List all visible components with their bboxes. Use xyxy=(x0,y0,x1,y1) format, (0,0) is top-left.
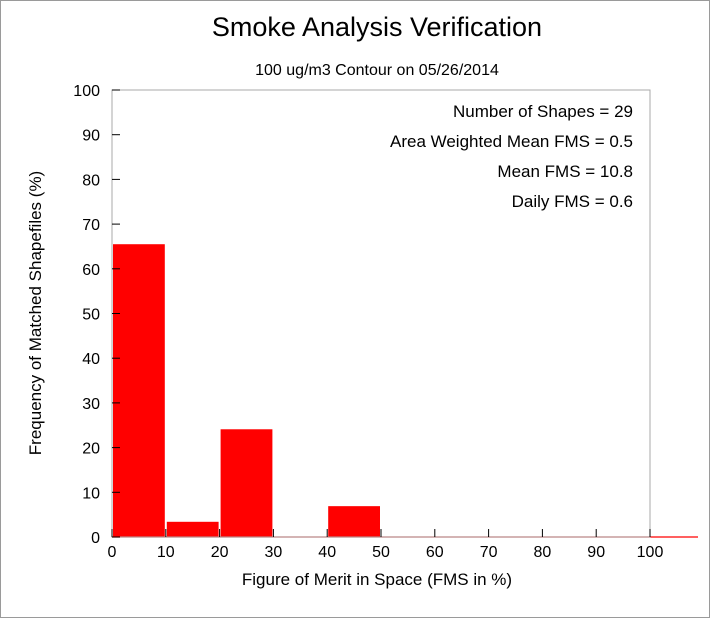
y-tick-label: 60 xyxy=(82,262,100,279)
x-tick-label: 60 xyxy=(426,544,444,561)
x-tick-label: 10 xyxy=(157,544,175,561)
y-tick-label: 100 xyxy=(73,83,100,100)
stat-annotation: Number of Shapes = 29 xyxy=(453,102,633,121)
x-tick-label: 70 xyxy=(480,544,498,561)
x-tick-label: 50 xyxy=(372,544,390,561)
y-tick-label: 0 xyxy=(91,530,100,547)
x-tick-label: 90 xyxy=(587,544,605,561)
y-tick-label: 90 xyxy=(82,128,100,145)
y-tick-label: 10 xyxy=(82,485,100,502)
x-axis-label: Figure of Merit in Space (FMS in %) xyxy=(242,570,512,589)
x-tick-label: 40 xyxy=(318,544,336,561)
stat-annotation: Area Weighted Mean FMS = 0.5 xyxy=(390,132,633,151)
stat-annotation: Daily FMS = 0.6 xyxy=(512,192,633,211)
histogram-bar-4 xyxy=(328,506,380,537)
x-tick-label: 0 xyxy=(108,544,117,561)
bars-group xyxy=(113,244,380,537)
histogram-bar-1 xyxy=(166,521,219,537)
stats-annotations: Number of Shapes = 29 Area Weighted Mean … xyxy=(390,102,633,211)
chart-subtitle: 100 ug/m3 Contour on 05/26/2014 xyxy=(255,62,499,79)
stat-annotation: Mean FMS = 10.8 xyxy=(497,162,633,181)
x-tick-label: 20 xyxy=(211,544,229,561)
y-tick-label: 50 xyxy=(82,307,100,324)
x-tick-label: 100 xyxy=(637,544,664,561)
x-tick-label: 80 xyxy=(534,544,552,561)
y-tick-label: 80 xyxy=(82,172,100,189)
y-tick-label: 40 xyxy=(82,351,100,368)
histogram-bar-2 xyxy=(220,429,273,537)
y-tick-label: 20 xyxy=(82,441,100,458)
y-axis-label: Frequency of Matched Shapefiles (%) xyxy=(26,171,45,455)
x-ticks: 0 10 20 30 40 50 60 70 80 90 100 xyxy=(108,529,664,561)
x-tick-label: 30 xyxy=(265,544,283,561)
y-tick-label: 70 xyxy=(82,217,100,234)
histogram-bar-0 xyxy=(113,244,165,537)
y-tick-label: 30 xyxy=(82,396,100,413)
plot-area xyxy=(111,89,651,538)
y-ticks: 0 10 20 30 40 50 60 70 80 90 100 xyxy=(73,83,120,547)
chart-title: Smoke Analysis Verification xyxy=(212,12,542,42)
